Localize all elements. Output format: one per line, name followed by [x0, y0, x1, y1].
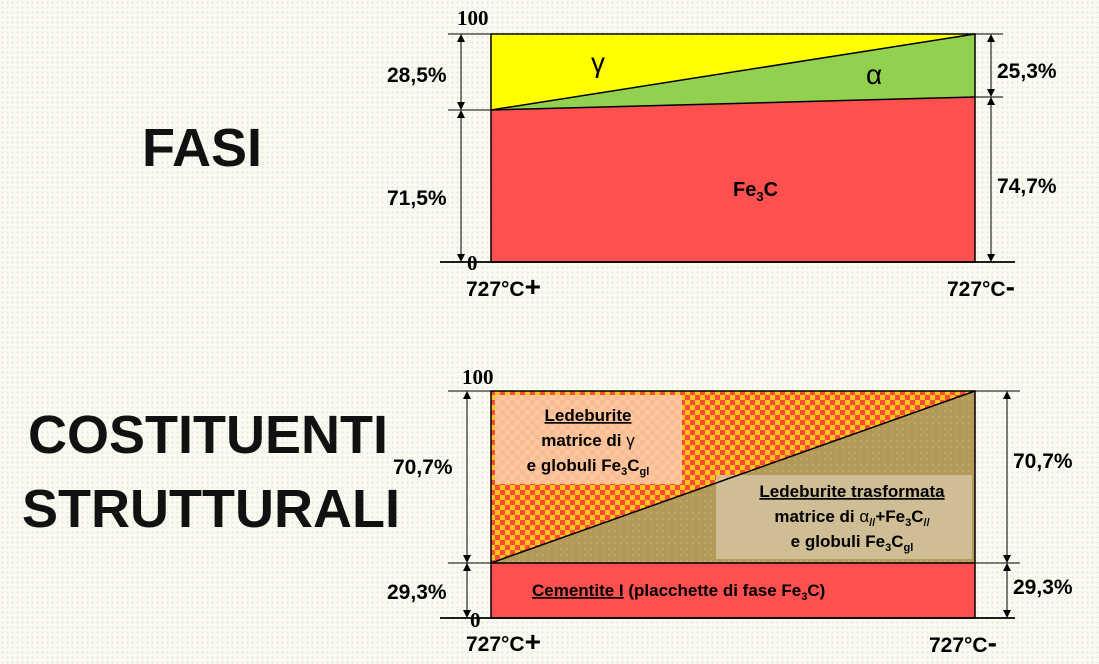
fasi-top-tick: 100 — [457, 6, 489, 30]
fe3c-label: Fe3C — [733, 179, 778, 204]
costituenti-diagram: Ledeburite matrice di γ e globuli Fe3Cgl… — [387, 365, 1073, 658]
costituenti-bottom-tick: 0 — [470, 608, 481, 632]
x-right-temp: 727°C- — [929, 627, 997, 658]
fe3c-region — [491, 97, 975, 262]
cementite-label: Cementite I (placchette di fase Fe3C) — [532, 581, 825, 603]
ledeburite-line2: matrice di γ — [541, 431, 635, 450]
right-bottom-pct: 29,3% — [1013, 576, 1073, 599]
left-top-pct: 28,5% — [387, 64, 447, 87]
ledeburite-label-box — [495, 395, 682, 484]
x-right-temp: 727°C- — [947, 271, 1015, 302]
trasformata-label-box — [716, 475, 972, 559]
fasi-bottom-tick: 0 — [467, 251, 478, 275]
x-left-temp: 727°C+ — [466, 626, 541, 657]
fasi-title: FASI — [142, 118, 263, 178]
trasformata-title: Ledeburite trasformata — [759, 482, 945, 501]
right-top-pct: 70,7% — [1013, 450, 1073, 473]
trasformata-line3: e globuli Fe3Cgl — [791, 532, 914, 554]
costituenti-title-line1: COSTITUENTI — [28, 405, 388, 465]
trasformata-line2: matrice di α//+Fe3C// — [774, 507, 929, 529]
gamma-symbol: γ — [591, 47, 605, 78]
cementite-region — [491, 563, 975, 618]
right-top-pct: 25,3% — [997, 60, 1057, 83]
alpha-symbol: α — [866, 59, 882, 90]
left-bottom-pct: 29,3% — [387, 581, 447, 604]
gamma-alpha-boundary — [490, 33, 976, 111]
ledeburite-line3: e globuli Fe3Cgl — [527, 456, 650, 478]
costituenti-top-tick: 100 — [462, 365, 494, 389]
left-bottom-pct: 71,5% — [387, 187, 447, 210]
right-bottom-pct: 74,7% — [997, 175, 1057, 198]
fasi-diagram: 100 0 γ α Fe3C 28,5% 71,5% 25,3% 74,7% 7… — [387, 6, 1057, 302]
ledeburite-title: Ledeburite — [545, 406, 632, 425]
x-left-temp: 727°C+ — [466, 271, 541, 302]
costituenti-title-line2: STRUTTURALI — [22, 479, 400, 539]
left-top-pct: 70,7% — [393, 456, 453, 479]
diagonal-boundary — [490, 390, 976, 564]
phase-boundary — [490, 96, 976, 111]
